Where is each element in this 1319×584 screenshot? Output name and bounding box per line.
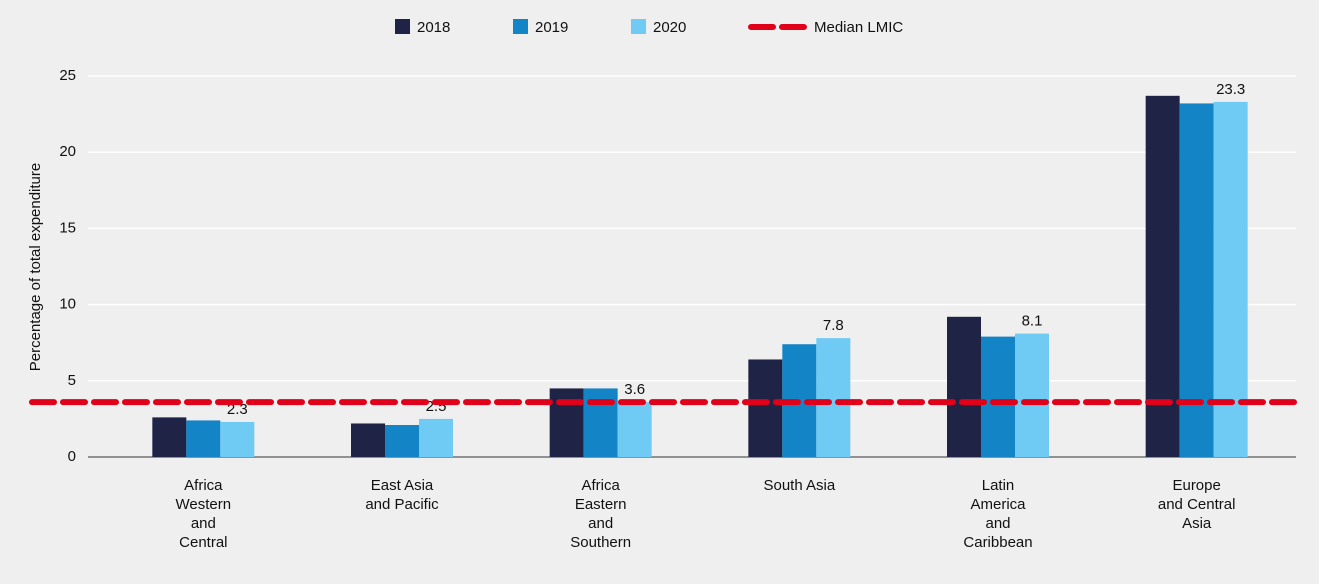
x-tick-label: Africa Eastern and Southern (570, 477, 631, 551)
bar (1015, 333, 1049, 457)
legend-swatch (631, 19, 646, 34)
x-tick-label: East Asia and Pacific (365, 477, 439, 513)
bar (947, 316, 981, 457)
data-label: 7.8 (823, 317, 844, 334)
bar (583, 388, 618, 457)
bar (152, 417, 187, 457)
bar (351, 423, 385, 457)
bar (1145, 95, 1180, 457)
bar (816, 338, 851, 457)
legend-label: 2018 (417, 19, 450, 36)
y-tick-label: 10 (59, 296, 76, 313)
bar (617, 402, 652, 457)
y-axis-label: Percentage of total expenditure (27, 163, 44, 371)
bar (419, 418, 453, 457)
data-label: 23.3 (1216, 81, 1245, 98)
legend-swatch (513, 19, 528, 34)
y-tick-label: 25 (59, 67, 76, 84)
legend-label: Median LMIC (814, 19, 903, 36)
legend-label: 2020 (653, 19, 686, 36)
x-tick-label: Africa Western and Central (176, 477, 232, 551)
legend-label: 2019 (535, 19, 568, 36)
y-tick-label: 15 (59, 219, 76, 236)
bar (981, 336, 1015, 457)
bar (385, 424, 419, 457)
data-label: 8.1 (1022, 313, 1043, 330)
bar (186, 420, 221, 457)
y-tick-label: 5 (68, 372, 76, 389)
bar (220, 421, 255, 457)
bar (549, 388, 584, 457)
x-tick-label: South Asia (763, 477, 835, 494)
bar (1213, 101, 1248, 458)
y-tick-label: 0 (68, 448, 76, 465)
legend-swatch (395, 19, 410, 34)
y-tick-label: 20 (59, 143, 76, 160)
x-tick-label: Latin America and Caribbean (963, 477, 1032, 551)
bar (1179, 103, 1214, 457)
data-label: 3.6 (624, 381, 645, 398)
data-label: 2.3 (227, 401, 248, 418)
x-tick-label: Europe and Central Asia (1158, 477, 1236, 532)
bar (748, 359, 783, 457)
